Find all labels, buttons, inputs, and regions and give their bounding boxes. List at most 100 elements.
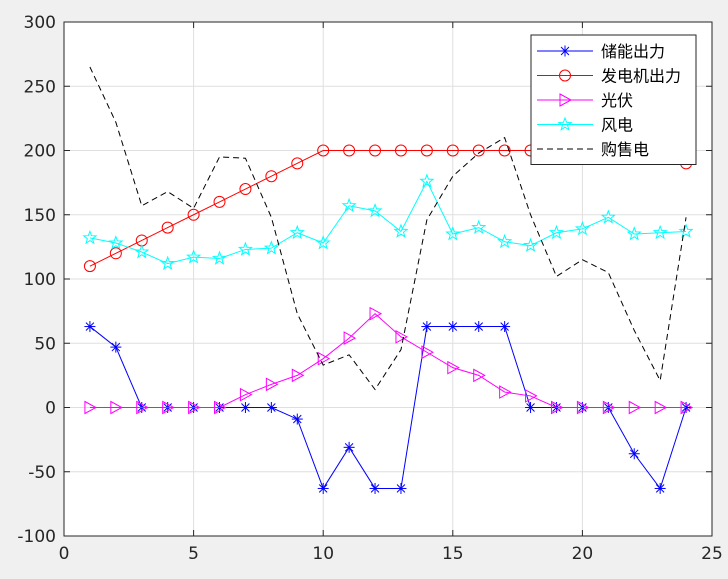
data-point (188, 400, 201, 415)
data-point (265, 377, 279, 392)
data-point (291, 413, 303, 425)
data-point (291, 368, 305, 383)
data-point (136, 400, 149, 415)
data-point (394, 144, 407, 157)
data-point (445, 226, 461, 241)
x-tick-label: 25 (701, 544, 723, 564)
data-point (499, 385, 512, 399)
data-point (497, 233, 513, 249)
data-point (367, 202, 383, 218)
data-point (419, 173, 435, 188)
data-point (317, 351, 331, 366)
y-tick-label: 50 (34, 334, 56, 354)
data-point (82, 229, 98, 245)
data-point (161, 221, 174, 234)
legend-entry: 储能出力 (537, 42, 665, 61)
series-风电 (82, 173, 694, 271)
data-point (628, 448, 640, 460)
data-point (315, 235, 331, 250)
data-point (472, 144, 485, 157)
x-tick-label: 0 (59, 544, 70, 564)
data-point (548, 224, 565, 240)
legend-entry: 风电 (537, 116, 633, 135)
data-point (265, 170, 278, 183)
data-point (214, 400, 227, 415)
x-tick-label: 15 (442, 544, 464, 564)
data-point (343, 144, 356, 157)
data-point (395, 482, 407, 494)
series-光伏 (84, 306, 694, 415)
data-point (576, 400, 590, 415)
data-point (678, 223, 694, 238)
x-tick-label: 10 (312, 544, 334, 564)
data-point (421, 321, 433, 333)
data-point (499, 321, 511, 333)
y-tick-label: 300 (24, 13, 56, 33)
legend-label: 储能出力 (601, 42, 665, 61)
data-point (160, 255, 176, 271)
data-point (110, 341, 122, 353)
x-tick-label: 5 (188, 544, 199, 564)
data-point (628, 400, 642, 415)
data-point (134, 244, 150, 259)
data-point (393, 223, 409, 238)
data-point (680, 400, 694, 415)
y-tick-label: 200 (24, 142, 56, 162)
legend-label: 购售电 (601, 140, 649, 159)
data-point (525, 389, 538, 403)
data-point (654, 400, 668, 415)
data-point (317, 144, 330, 157)
data-point (559, 93, 573, 107)
series-购售电 (89, 66, 687, 391)
data-point (186, 249, 202, 264)
data-point (473, 321, 485, 333)
data-point (420, 144, 433, 157)
data-point (652, 224, 668, 240)
data-point (263, 240, 279, 255)
tick-marks (63, 21, 713, 537)
data-point (626, 226, 642, 241)
data-point (369, 306, 383, 321)
y-tick-label: -50 (28, 463, 56, 483)
data-point (239, 387, 253, 402)
data-point (525, 402, 537, 413)
data-point (239, 183, 252, 196)
y-tick-label: 100 (24, 270, 56, 290)
legend-label: 发电机出力 (601, 67, 681, 86)
data-point (395, 329, 409, 344)
y-tick-label: 0 (45, 399, 56, 419)
data-point (421, 345, 434, 360)
y-tick-label: -100 (17, 527, 56, 547)
data-point (574, 220, 590, 236)
data-point (343, 331, 357, 345)
x-tick-label: 20 (572, 544, 594, 564)
data-point (84, 321, 96, 333)
data-point (291, 157, 304, 170)
y-tick-label: 250 (24, 77, 56, 97)
legend-entry: 光伏 (537, 91, 633, 110)
data-point (213, 195, 226, 208)
data-point (559, 69, 571, 82)
data-point (109, 247, 122, 260)
data-point (162, 400, 175, 415)
data-point (447, 360, 460, 375)
data-point (265, 402, 277, 413)
data-point (211, 250, 228, 265)
legend-label: 光伏 (601, 91, 633, 110)
data-point (369, 482, 381, 494)
data-point (446, 144, 459, 157)
data-point (108, 235, 124, 250)
data-point (600, 209, 616, 224)
data-point (369, 144, 382, 157)
data-point (110, 400, 123, 415)
data-point (187, 208, 200, 221)
legend-entry: 发电机出力 (537, 67, 681, 86)
data-point (84, 400, 97, 415)
data-point (559, 45, 571, 57)
tick-labels: 0 5 10 15 20 25 -100 -50 0 50 100 150 200 250 300 (17, 13, 722, 564)
data-point (447, 321, 459, 333)
data-point (602, 400, 616, 415)
y-tick-label: 150 (24, 206, 56, 226)
